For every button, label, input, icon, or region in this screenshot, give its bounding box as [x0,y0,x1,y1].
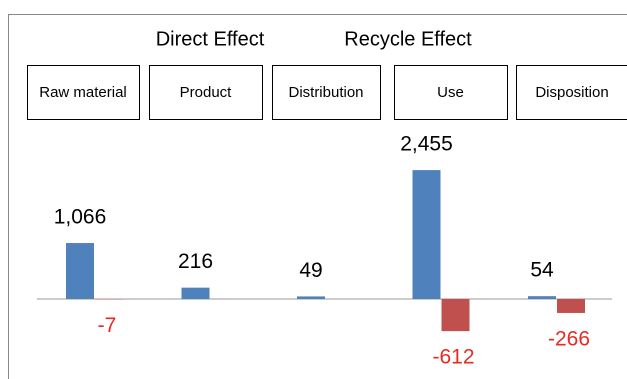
value-label: -612 [432,346,474,369]
category-label: Distribution [288,84,363,101]
value-label: 216 [178,250,213,273]
bar [297,296,325,299]
chart-border [8,14,627,379]
category-label: Raw material [39,84,127,101]
bar [528,296,556,299]
category-box [27,65,140,120]
value-label: -266 [548,328,590,351]
category-label: Disposition [535,84,608,101]
category-box [394,65,508,120]
bar [66,243,94,299]
category-box [149,65,263,120]
value-label: 2,455 [400,133,453,156]
category-label: Use [437,84,464,101]
value-label: 54 [530,259,554,282]
legend-entry: Direct Effect [156,28,265,50]
value-label: -7 [98,314,117,337]
category-label: Product [180,84,233,101]
value-label: 49 [299,259,322,282]
category-box [272,65,381,120]
bar [441,299,470,332]
bar [181,287,210,299]
legend-entry: Recycle Effect [344,28,472,50]
value-label: 1,066 [54,206,107,229]
bar [557,299,585,313]
bar [412,170,441,299]
category-box [516,65,627,120]
